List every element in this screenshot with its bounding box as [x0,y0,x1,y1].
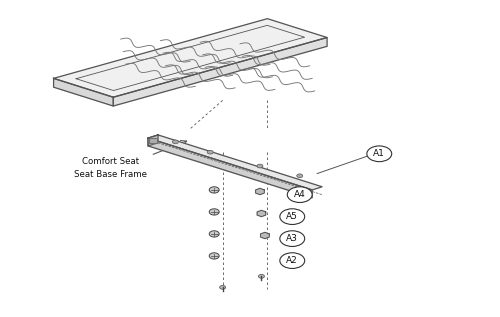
Circle shape [209,231,219,237]
Circle shape [288,187,312,203]
Circle shape [207,150,213,154]
Circle shape [209,253,219,259]
Polygon shape [149,138,157,143]
Text: A3: A3 [286,234,298,243]
Circle shape [220,285,226,289]
Polygon shape [256,188,264,195]
Polygon shape [114,37,327,106]
Circle shape [280,253,304,268]
Circle shape [280,231,304,247]
Polygon shape [54,78,114,106]
Circle shape [296,174,302,178]
Text: A5: A5 [286,212,298,221]
Text: A4: A4 [294,190,306,199]
Polygon shape [148,135,158,146]
Circle shape [209,187,219,193]
Polygon shape [148,135,322,190]
Circle shape [367,146,392,162]
Polygon shape [54,19,327,97]
Polygon shape [260,232,269,239]
Circle shape [209,209,219,215]
Text: A2: A2 [286,256,298,265]
Polygon shape [148,138,312,198]
Text: Comfort Seat
Seat Base Frame: Comfort Seat Seat Base Frame [74,157,148,179]
Circle shape [257,164,263,168]
Text: A1: A1 [374,149,385,158]
Polygon shape [257,210,266,217]
Circle shape [280,209,304,224]
Circle shape [258,275,264,278]
Circle shape [172,140,178,144]
